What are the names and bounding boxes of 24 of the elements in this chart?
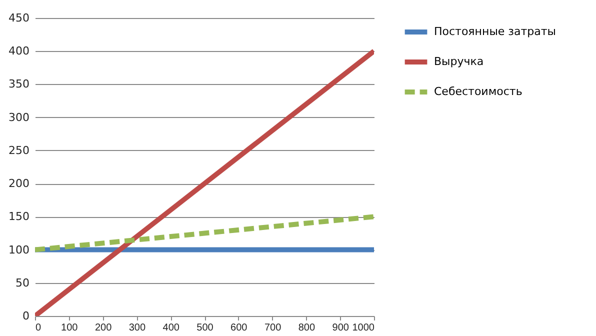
x-tick-label: 800	[298, 322, 316, 334]
y-tick-label: 50	[16, 276, 30, 290]
y-tick-label: 350	[8, 78, 30, 91]
legend-label: Себестоимость	[434, 85, 522, 98]
x-tick-label: 200	[94, 322, 112, 334]
y-tick-label: 100	[8, 243, 30, 256]
x-tick-label: 1000	[352, 322, 375, 334]
y-tick-label: 450	[8, 12, 30, 24]
legend-label: Постоянные затраты	[434, 25, 556, 38]
x-tick-label: 500	[196, 322, 214, 334]
x-tick-label: 300	[128, 322, 146, 334]
y-tick-label: 400	[8, 44, 30, 58]
x-tick-label: 400	[162, 322, 180, 334]
legend-label: Выручка	[434, 55, 484, 68]
x-tick-label: 0	[36, 322, 42, 334]
x-tick-label: 600	[230, 322, 248, 334]
y-tick-label: 150	[8, 210, 30, 224]
x-tick-label: 900	[332, 322, 350, 334]
y-tick-label: 300	[8, 110, 30, 124]
x-tick-label: 100	[61, 322, 78, 334]
x-tick-label: 700	[264, 322, 282, 334]
y-tick-label: 250	[8, 144, 30, 157]
y-tick-label: 0	[22, 310, 30, 322]
y-tick-label: 200	[8, 177, 30, 190]
